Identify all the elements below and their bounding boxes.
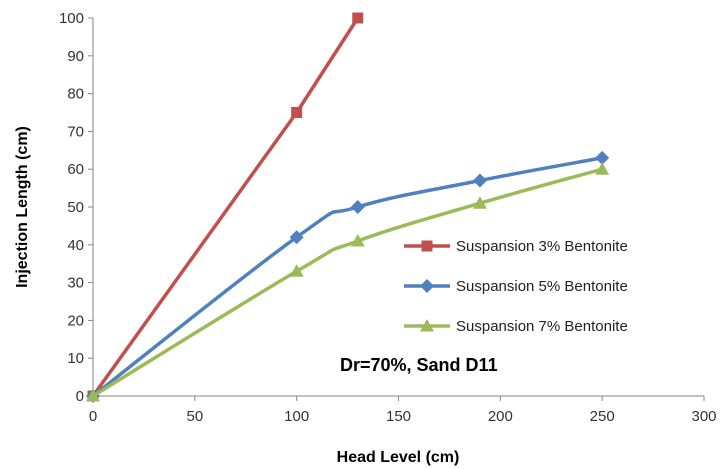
data-point bbox=[350, 200, 365, 214]
data-point bbox=[595, 150, 610, 165]
y-axis-title: Injection Length (cm) bbox=[14, 126, 31, 288]
y-tick-label: 10 bbox=[67, 350, 84, 367]
data-point bbox=[291, 107, 303, 118]
y-tick-label: 40 bbox=[67, 237, 84, 254]
x-tick-label: 0 bbox=[89, 408, 97, 425]
y-tick-label: 20 bbox=[67, 312, 84, 329]
x-tick-label: 100 bbox=[284, 408, 309, 425]
series-layer bbox=[86, 12, 610, 403]
legend-marker bbox=[420, 319, 434, 332]
x-tick-label: 150 bbox=[386, 408, 411, 425]
data-point bbox=[350, 234, 365, 247]
y-tick-label: 30 bbox=[67, 275, 84, 292]
series-line bbox=[91, 16, 360, 398]
data-point bbox=[289, 230, 304, 245]
x-tick-label: 250 bbox=[590, 408, 615, 425]
data-point bbox=[595, 162, 610, 175]
data-point bbox=[289, 264, 304, 277]
y-tick-label: 70 bbox=[67, 123, 84, 140]
y-tick-label: 60 bbox=[67, 161, 84, 178]
legend: Suspansion 3% Bentonite Suspansion 5% Ben… bbox=[404, 238, 628, 335]
y-tick-label: 100 bbox=[59, 10, 84, 27]
annotation-text: Dr=70%, Sand D11 bbox=[340, 355, 498, 375]
data-point bbox=[86, 389, 100, 402]
x-tick-label: 300 bbox=[691, 408, 716, 425]
legend-marker bbox=[420, 279, 434, 293]
legend-label: Suspansion 7% Bentonite bbox=[456, 318, 628, 335]
x-axis-title: Head Level (cm) bbox=[337, 449, 460, 466]
x-tick-label: 50 bbox=[186, 408, 203, 425]
x-tick-label: 200 bbox=[488, 408, 513, 425]
series-line bbox=[91, 156, 604, 398]
legend-label: Suspansion 5% Bentonite bbox=[456, 278, 628, 295]
x-axis-ticks: 0 50 100 150 200 250 300 bbox=[89, 396, 717, 425]
series-line bbox=[91, 167, 604, 398]
y-tick-label: 0 bbox=[76, 388, 84, 405]
data-point bbox=[352, 12, 364, 24]
data-point bbox=[472, 173, 487, 188]
y-tick-label: 80 bbox=[67, 86, 84, 103]
legend-label: Suspansion 3% Bentonite bbox=[456, 238, 628, 255]
data-point bbox=[472, 196, 487, 209]
legend-marker bbox=[421, 240, 433, 252]
y-axis-ticks: 0 10 20 30 40 50 60 70 80 90 100 bbox=[59, 10, 93, 405]
y-tick-label: 90 bbox=[67, 48, 84, 65]
y-tick-label: 50 bbox=[67, 199, 84, 216]
